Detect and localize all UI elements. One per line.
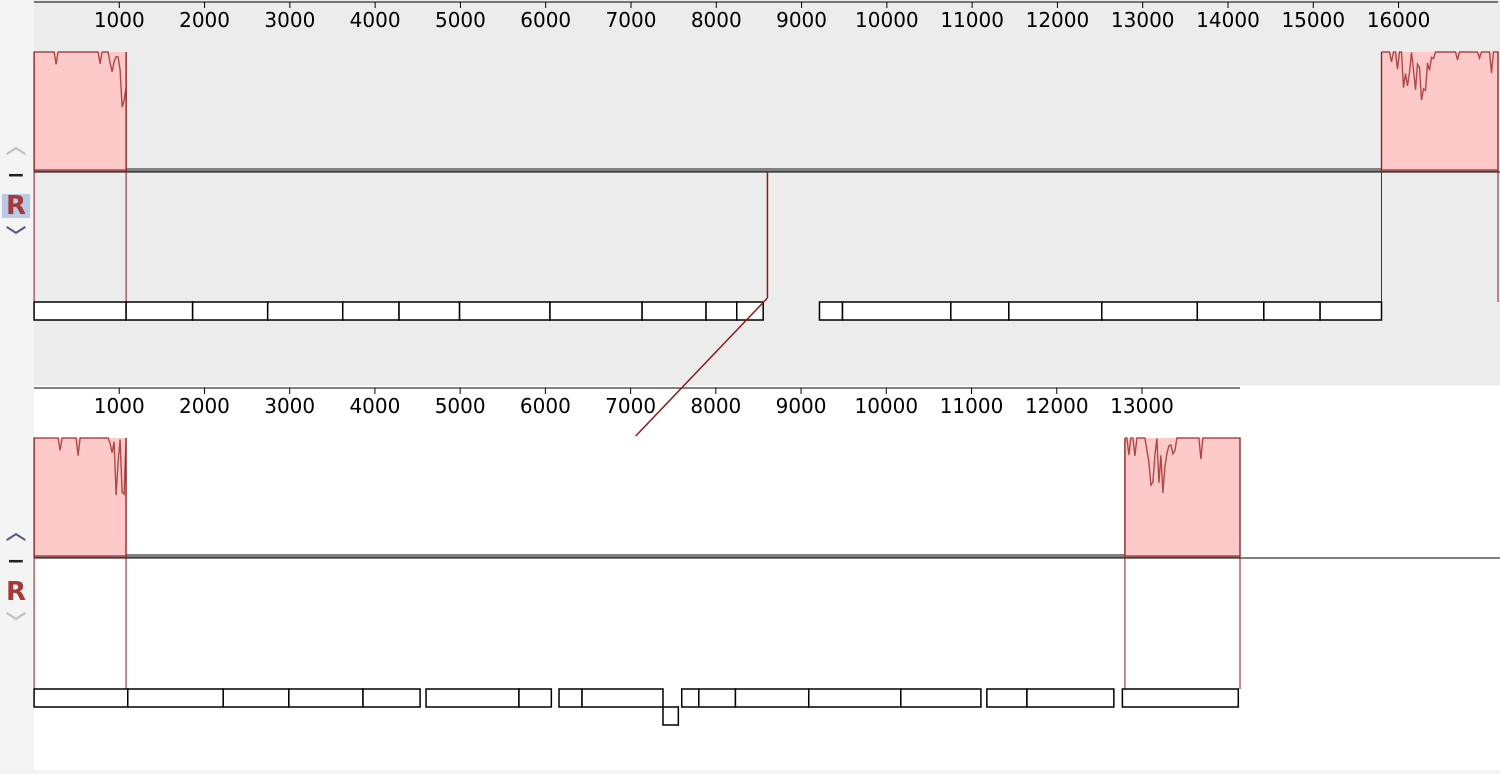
gene-feature[interactable] xyxy=(33,301,127,321)
ruler-tick-label: 11000 xyxy=(940,394,1004,418)
gene-feature[interactable] xyxy=(458,301,551,321)
ruler-tick-label: 7000 xyxy=(605,394,656,418)
gene-feature[interactable] xyxy=(1263,301,1321,321)
gene-feature[interactable] xyxy=(1196,301,1265,321)
gene-feature[interactable] xyxy=(222,688,290,708)
lcb-block[interactable] xyxy=(1124,438,1240,556)
gene-feature[interactable] xyxy=(698,688,737,708)
ruler-tick-label: 14000 xyxy=(1196,8,1260,32)
lcb-connector-line[interactable] xyxy=(635,297,768,437)
chevron-up-icon[interactable]: ︿ xyxy=(6,520,26,544)
similarity-profile xyxy=(1380,51,1499,171)
gene-feature[interactable] xyxy=(818,301,844,321)
gene-feature[interactable] xyxy=(266,301,344,321)
similarity-profile xyxy=(1124,437,1241,557)
ruler-tick-label: 15000 xyxy=(1281,8,1345,32)
ruler-tick-label: 10000 xyxy=(855,8,919,32)
ruler-tick-label: 13000 xyxy=(1111,8,1175,32)
gene-feature[interactable] xyxy=(1008,301,1103,321)
gene-feature[interactable] xyxy=(1319,301,1383,321)
gene-feature[interactable] xyxy=(735,301,764,321)
ruler-tick-label: 9000 xyxy=(776,394,827,418)
similarity-profile xyxy=(33,437,127,557)
gene-feature[interactable] xyxy=(581,688,664,708)
chevron-down-icon[interactable]: ﹀ xyxy=(6,610,26,634)
track-controls-bottom: ︿ − R ﹀ xyxy=(0,516,33,646)
ruler-tick-label: 5000 xyxy=(435,394,486,418)
ruler-tick-label: 1000 xyxy=(94,394,145,418)
hide-track-button[interactable]: − xyxy=(6,163,26,188)
gene-feature[interactable] xyxy=(549,301,643,321)
ruler-tick-label: 12000 xyxy=(1026,8,1090,32)
gene-feature[interactable] xyxy=(33,688,129,708)
ruler-tick-label: 4000 xyxy=(349,394,400,418)
ruler-tick-label: 8000 xyxy=(691,8,742,32)
gene-feature[interactable] xyxy=(362,688,421,708)
ruler-tick-label: 5000 xyxy=(435,8,486,32)
gene-feature[interactable] xyxy=(425,688,520,708)
gene-feature[interactable] xyxy=(125,301,194,321)
gene-feature[interactable] xyxy=(986,688,1028,708)
gene-feature[interactable] xyxy=(518,688,553,708)
ruler-tick-label: 1000 xyxy=(94,8,145,32)
gene-feature[interactable] xyxy=(288,688,364,708)
ruler-tick-label: 2000 xyxy=(179,394,230,418)
gene-feature[interactable] xyxy=(841,301,952,321)
gene-feature[interactable] xyxy=(558,688,583,708)
ruler-tick-label: 10000 xyxy=(854,394,918,418)
hide-track-button[interactable]: − xyxy=(6,549,26,574)
gene-feature[interactable] xyxy=(705,301,738,321)
chevron-up-icon[interactable]: ︿ xyxy=(6,134,26,158)
ruler-tick-label: 3000 xyxy=(264,394,315,418)
track-controls-top: ︿ − R ﹀ xyxy=(0,130,33,260)
ruler-tick-label: 6000 xyxy=(520,8,571,32)
ruler-tick-label: 13000 xyxy=(1110,394,1174,418)
ruler-tick-label: 11000 xyxy=(940,8,1004,32)
ruler-tick-label: 2000 xyxy=(179,8,230,32)
gene-feature[interactable] xyxy=(734,688,810,708)
similarity-profile xyxy=(33,51,127,171)
gene-feature-reverse[interactable] xyxy=(662,706,680,726)
reference-genome-button[interactable]: R xyxy=(2,193,30,219)
ruler-tick-label: 3000 xyxy=(264,8,315,32)
gene-feature[interactable] xyxy=(950,301,1010,321)
ruler-tick-label: 16000 xyxy=(1367,8,1431,32)
gene-feature[interactable] xyxy=(1101,301,1199,321)
gene-feature[interactable] xyxy=(1026,688,1115,708)
ruler-tick-label: 12000 xyxy=(1025,394,1089,418)
ruler-tick-label: 8000 xyxy=(690,394,741,418)
ruler-tick-label: 4000 xyxy=(350,8,401,32)
gene-feature[interactable] xyxy=(341,301,400,321)
lcb-block[interactable] xyxy=(34,438,127,556)
gene-feature[interactable] xyxy=(398,301,461,321)
ruler-tick-label: 7000 xyxy=(606,8,657,32)
gene-feature[interactable] xyxy=(807,688,902,708)
gene-feature[interactable] xyxy=(1121,688,1240,708)
lcb-block[interactable] xyxy=(34,52,127,170)
gene-feature[interactable] xyxy=(641,301,707,321)
reference-genome-button[interactable]: R xyxy=(5,577,27,607)
gene-feature[interactable] xyxy=(191,301,269,321)
ruler-tick-label: 9000 xyxy=(776,8,827,32)
gene-feature[interactable] xyxy=(127,688,224,708)
lcb-block[interactable] xyxy=(1381,52,1498,170)
gene-feature[interactable] xyxy=(680,688,700,708)
ruler-tick-label: 6000 xyxy=(520,394,571,418)
chevron-down-icon[interactable]: ﹀ xyxy=(6,224,26,248)
gene-feature[interactable] xyxy=(900,688,982,708)
